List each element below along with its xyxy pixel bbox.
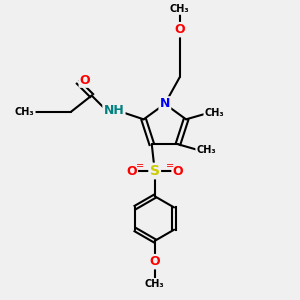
Text: O: O	[126, 164, 137, 178]
Text: CH₃: CH₃	[170, 4, 190, 14]
Text: S: S	[150, 164, 160, 178]
Text: CH₃: CH₃	[196, 145, 216, 155]
FancyBboxPatch shape	[148, 165, 162, 177]
Text: NH: NH	[103, 104, 124, 117]
Text: =: =	[166, 161, 174, 172]
Text: O: O	[172, 164, 183, 178]
Text: N: N	[160, 98, 170, 110]
Text: O: O	[80, 74, 90, 87]
Text: CH₃: CH₃	[205, 108, 224, 118]
Text: CH₃: CH₃	[15, 107, 34, 117]
Text: O: O	[149, 255, 160, 268]
Text: O: O	[174, 23, 185, 36]
Text: CH₃: CH₃	[145, 279, 164, 289]
Text: =: =	[136, 161, 144, 172]
